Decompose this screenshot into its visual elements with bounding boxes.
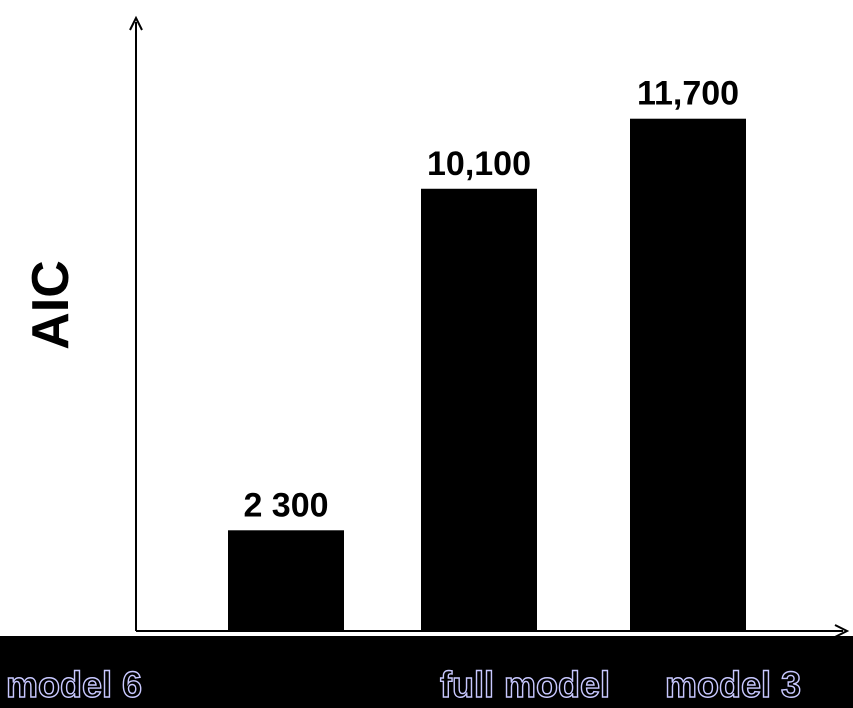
value-labels: 2 300 10,100 11,700 bbox=[243, 75, 739, 525]
category-label-band bbox=[0, 636, 853, 708]
bar-value-label: 2 300 bbox=[243, 486, 328, 524]
bars bbox=[228, 118, 746, 631]
category-label: model 6 bbox=[6, 664, 142, 705]
category-labels: model 6 full model model 3 bbox=[5, 663, 801, 705]
category-label: model 3 bbox=[665, 664, 801, 705]
x-axis-arrowhead bbox=[834, 624, 850, 638]
bar bbox=[421, 188, 537, 631]
y-axis-arrowhead bbox=[129, 15, 143, 31]
bar-value-label: 11,700 bbox=[637, 75, 739, 113]
bar bbox=[630, 118, 746, 631]
bar bbox=[228, 530, 344, 631]
bar-value-label: 10,100 bbox=[427, 145, 531, 183]
category-label: full model bbox=[440, 664, 610, 705]
y-axis-label: AIC bbox=[22, 260, 80, 350]
